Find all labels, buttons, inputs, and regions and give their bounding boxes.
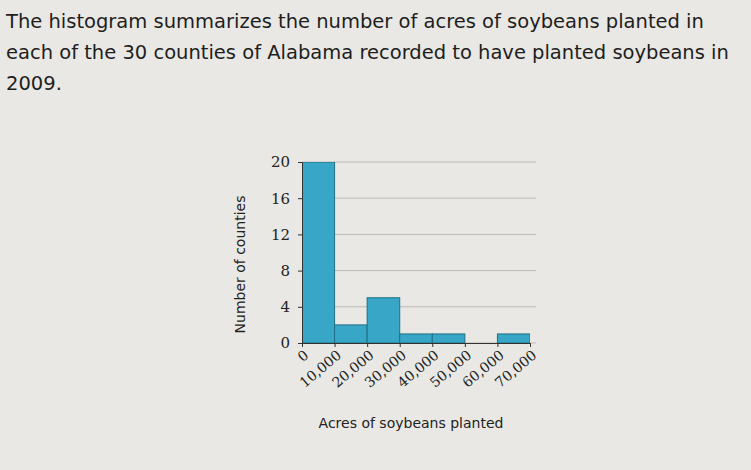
tick-mark [298, 234, 302, 235]
tick-mark [530, 343, 531, 347]
tick: 8 [280, 262, 302, 280]
bar [400, 334, 433, 343]
grid-line [302, 306, 536, 307]
tick-label: 8 [280, 262, 290, 280]
grid-line [302, 162, 536, 163]
tick-mark [432, 343, 433, 347]
tick-mark [298, 198, 302, 199]
tick-label: 70,000 [492, 347, 540, 391]
tick-label: 12 [271, 226, 290, 244]
grid [302, 162, 536, 343]
tick-mark [465, 343, 466, 347]
tick-mark [335, 343, 336, 347]
chart: 0 4 8 12 16 20 010,00020,00030,00040,00050,000… [0, 0, 751, 470]
y-axis: 0 4 8 12 16 20 [271, 153, 303, 352]
y-axis-title: Number of counties [232, 196, 248, 334]
tick-label: 4 [280, 298, 290, 316]
axis-line [298, 163, 303, 344]
tick: 16 [271, 190, 302, 208]
grid-line [302, 198, 536, 199]
tick-mark [497, 343, 498, 347]
tick: 20 [271, 153, 302, 171]
grid-line [302, 234, 536, 235]
x-axis: 010,00020,00030,00040,00050,00060,00070,… [294, 343, 539, 391]
tick-mark [298, 271, 302, 272]
bar [497, 334, 530, 343]
bars [302, 162, 530, 343]
bar [302, 162, 335, 343]
tick-mark [298, 307, 302, 308]
title: The histogram summarizes the number of a… [6, 6, 744, 99]
tick-label: 0 [280, 334, 290, 352]
bar [335, 325, 368, 343]
x-axis-title: Acres of soybeans planted [319, 415, 504, 431]
tick: 4 [280, 298, 302, 316]
bar [432, 334, 465, 343]
tick-mark [298, 343, 302, 344]
bar [367, 298, 400, 343]
tick-mark [367, 343, 368, 347]
tick: 70,000 [492, 343, 540, 391]
bar [465, 343, 498, 344]
tick-label: 20 [271, 153, 290, 171]
tick: 12 [271, 226, 302, 244]
tick-label: 16 [271, 190, 290, 208]
tick-mark [302, 343, 303, 347]
tick-mark [400, 343, 401, 347]
grid-line [302, 270, 536, 271]
tick-mark [298, 162, 302, 163]
tick: 0 [294, 343, 311, 365]
tick-label: 0 [294, 347, 311, 365]
